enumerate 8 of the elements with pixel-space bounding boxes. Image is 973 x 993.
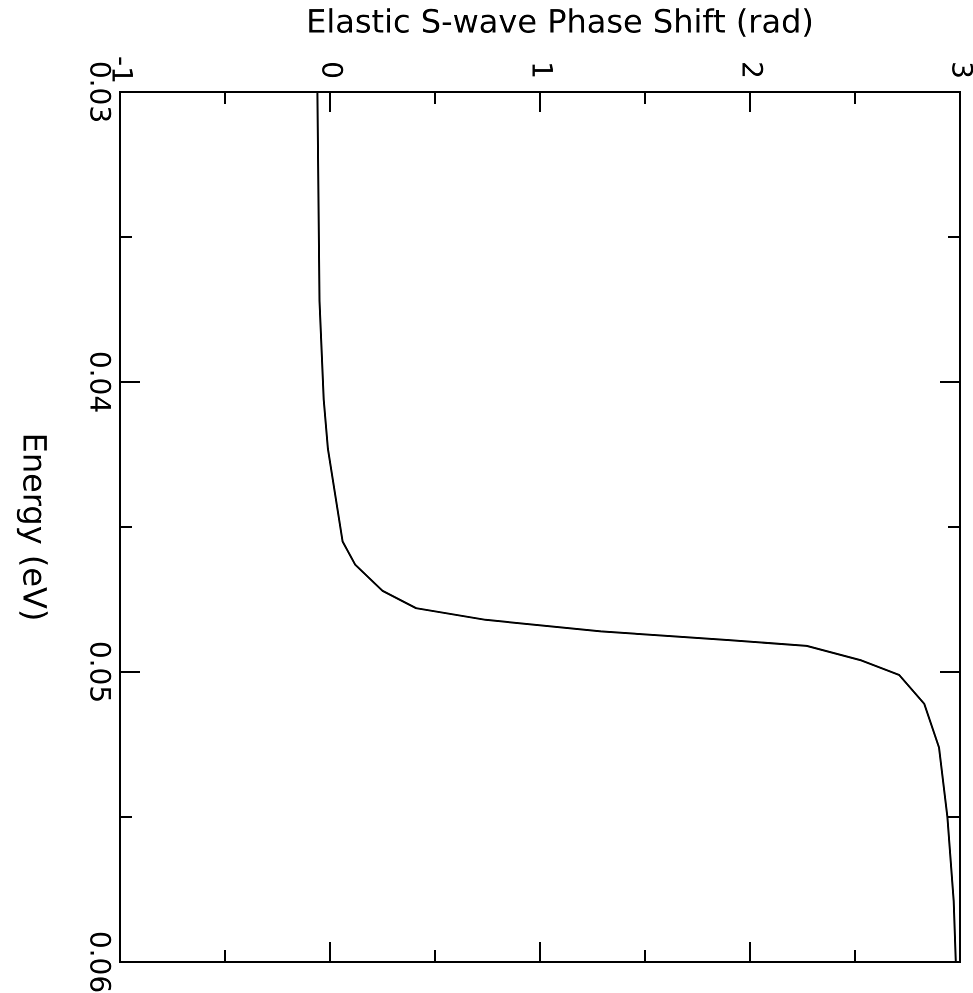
x-tick-label: 1	[526, 61, 559, 79]
y-axis-title: Energy (eV)	[16, 432, 54, 622]
x-axis-title: Elastic S-wave Phase Shift (rad)	[306, 2, 814, 40]
x-tick-label: 2	[736, 61, 769, 79]
y-tick-label: 0.04	[84, 350, 117, 414]
y-tick-label: 0.05	[84, 640, 117, 704]
y-tick-label: 0.06	[84, 930, 117, 993]
x-tick-label: 0	[316, 61, 349, 79]
